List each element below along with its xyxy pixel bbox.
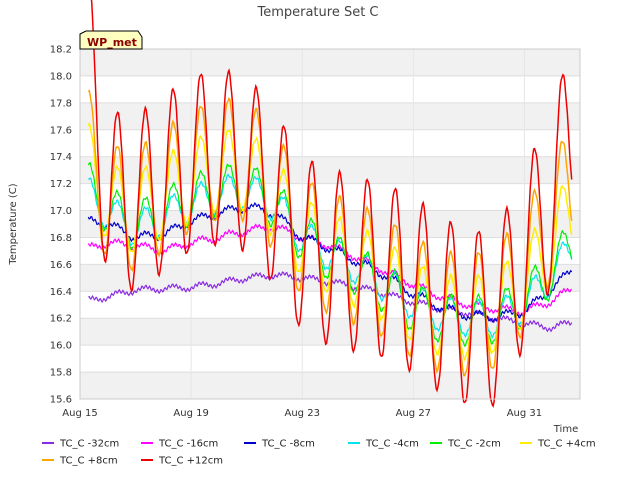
x-axis-label: Time	[553, 424, 578, 435]
x-tick-label: Aug 19	[173, 408, 208, 419]
y-tick-label: 16.8	[50, 233, 72, 244]
series-line	[87, 223, 573, 318]
legend-label: TC_C -16cm	[158, 439, 218, 450]
legend-label: TC_C -8cm	[261, 439, 315, 450]
y-tick-label: 16.0	[50, 341, 72, 352]
badge-label: WP_met	[87, 36, 137, 49]
y-tick-label: 16.2	[50, 314, 72, 325]
y-tick-label: 15.8	[50, 368, 72, 379]
legend-label: TC_C +12cm	[158, 456, 223, 467]
grid-bands	[80, 49, 580, 399]
series-lines	[87, 0, 573, 408]
legend-label: TC_C -4cm	[365, 439, 419, 450]
series-line	[88, 173, 573, 339]
series-line	[87, 122, 573, 362]
x-axis-ticks: Aug 15 Aug 19 Aug 23 Aug 27 Aug 31	[62, 408, 542, 419]
y-tick-label: 15.6	[50, 395, 72, 406]
y-tick-label: 17.6	[50, 125, 72, 136]
plot-frame	[79, 48, 581, 400]
y-tick-label: 17.8	[50, 98, 72, 109]
y-tick-label: 17.4	[50, 152, 72, 163]
y-axis-ticks: 15.6 15.8 16.0 16.2 16.4 16.6 16.8 17.0 17.2 17.4…	[50, 45, 72, 406]
legend-label: TC_C -32cm	[59, 439, 119, 450]
x-tick-label: Aug 31	[507, 408, 542, 419]
series-line	[87, 161, 573, 348]
x-tick-label: Aug 27	[396, 408, 431, 419]
y-axis-label: Temperature (C)	[8, 183, 19, 265]
legend-label: TC_C +8cm	[59, 456, 118, 467]
y-tick-label: 18.2	[50, 45, 72, 56]
station-badge: WP_met	[79, 30, 143, 50]
y-tick-label: 16.6	[50, 260, 72, 271]
grid-band	[80, 102, 580, 130]
y-tick-label: 17.0	[50, 206, 72, 217]
series-line	[90, 0, 573, 408]
x-tick-label: Aug 23	[285, 408, 320, 419]
y-tick-label: 18.0	[50, 71, 72, 82]
series-line	[87, 89, 573, 377]
badge-shape	[79, 30, 143, 50]
legend: TC_C -32cm TC_C -16cm TC_C -8cm TC_C -4cm TC…	[42, 439, 596, 467]
y-tick-label: 17.2	[50, 179, 72, 190]
series-line	[87, 201, 573, 323]
legend-label: TC_C +4cm	[537, 439, 596, 450]
legend-label: TC_C -2cm	[447, 439, 501, 450]
y-tick-label: 16.4	[50, 287, 72, 298]
x-tick-label: Aug 15	[62, 408, 97, 419]
grid-band	[80, 49, 580, 76]
grid-band	[80, 156, 580, 184]
chart-title: Temperature Set C	[256, 5, 378, 20]
grid-band	[80, 318, 580, 346]
grid-band	[80, 372, 580, 399]
